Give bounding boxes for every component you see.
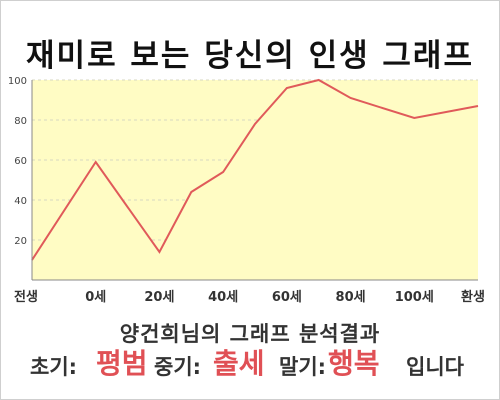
early-value: 평범 [96, 347, 148, 380]
y-tick-labels: 20 40 60 80 100 [8, 76, 27, 247]
x-tick-label: 60세 [272, 290, 302, 305]
mid-value: 출세 [213, 347, 265, 380]
y-tick-label: 60 [14, 156, 27, 167]
y-tick-label: 40 [14, 196, 27, 207]
x-tick-label: 환생 [461, 289, 485, 305]
x-tick-label: 80세 [336, 290, 366, 305]
late-label: 말기: [279, 355, 327, 379]
mid-label: 중기: [154, 355, 202, 379]
result-heading: 양건희님의 그래프 분석결과 [119, 322, 381, 346]
y-tick-label: 20 [14, 236, 27, 247]
series-line [31, 78, 479, 261]
x-tick-label: 0세 [85, 290, 106, 305]
early-label: 초기: [30, 355, 78, 379]
late-value: 행복 [328, 347, 380, 380]
x-tick-label: 전생 [14, 289, 38, 305]
y-tick-label: 80 [14, 116, 27, 127]
y-tick-label: 100 [8, 76, 27, 87]
chart-title: 재미로 보는 당신의 인생 그래프 [26, 38, 474, 74]
x-tick-label: 40세 [208, 290, 238, 305]
x-tick-label: 100세 [395, 290, 434, 305]
x-tick-labels: 전생 0세 20세 40세 60세 80세 100세 환생 [14, 289, 485, 305]
x-tick-label: 20세 [144, 290, 174, 305]
result-suffix: 입니다 [406, 355, 464, 379]
